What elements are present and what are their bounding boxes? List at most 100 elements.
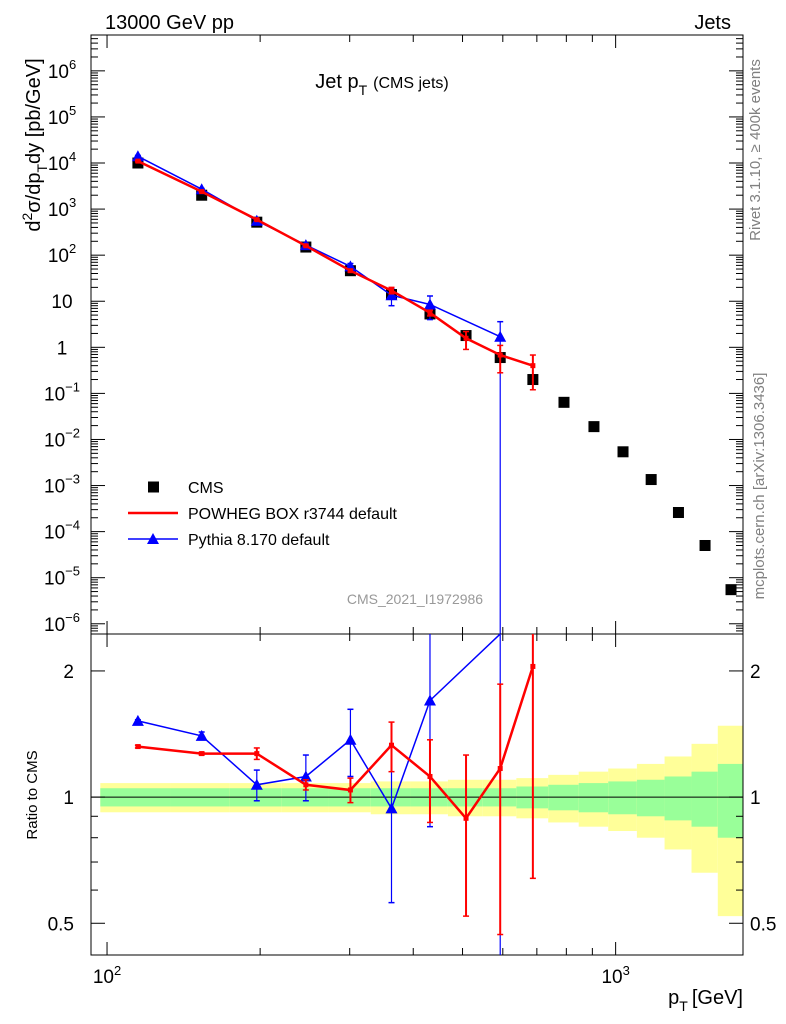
pythia-line [137,155,501,338]
cms-data-point [588,421,600,433]
ratio-tick-label-right: 0.5 [750,914,776,935]
x-axis-label: pT [GeV] [668,987,743,1014]
watermark: CMS_2021_I1972986 [347,591,483,607]
y-tick-label: 105 [48,103,76,129]
main-panel: 10610510410310210110−110−210−310−410−510… [44,34,744,636]
y-tick-label: 10−6 [44,610,80,636]
pythia-ratio-line [137,633,501,811]
x-tick-label-exp: 3 [623,963,630,978]
y-axis-label: d2σ/dpTdy [pb/GeV] [19,58,50,231]
powheg-point [254,217,260,223]
cms-data-point [617,446,629,458]
y-tick-label-exp: −3 [65,472,80,487]
y-tick-label-base: 10 [44,384,65,405]
ratio-tick-label-right: 2 [750,662,761,683]
legend-marker-pythia-triangle [147,533,159,544]
y-tick-label-exp: 2 [69,241,76,256]
y-tick-label-exp: 5 [69,103,76,118]
y-tick-label: 10−4 [44,518,80,544]
legend-label-cms: CMS [188,480,224,497]
x-tick-label-base: 10 [601,967,622,988]
ratio-tick-label-right: 1 [750,788,761,809]
y-tick-label-exp: 6 [69,57,76,72]
pythia-ratio-point [344,733,357,745]
y-tick-label-base: 1 [57,338,68,359]
y-axis-label-sub: T [34,164,50,173]
uncertainty-band-inner [578,783,609,813]
powheg-point [135,158,141,164]
y-tick-label: 10−1 [44,379,80,405]
powheg-point [530,363,536,369]
cms-data-point [645,474,657,486]
y-tick-label-base: 10 [44,523,65,544]
y-tick-label: 102 [48,241,76,267]
y-tick-label-base: 10 [48,246,69,267]
pythia-point [423,298,436,310]
powheg-ratio-point [254,751,260,757]
pythia-ratio-point [131,714,144,726]
legend-label-powheg: POWHEG BOX r3744 default [188,506,398,523]
powheg-ratio-point [427,773,433,779]
powheg-point [303,243,309,249]
cms-data-point [725,584,737,596]
powheg-ratio-point [463,815,469,821]
chart-title-sub: T [359,82,368,98]
powheg-ratio-point [347,787,353,793]
powheg-ratio-point [530,663,536,669]
y-tick-label-exp: −1 [65,379,80,394]
powheg-point [463,335,469,341]
powheg-point [497,352,503,358]
header-right: Jets [694,12,731,34]
x-tick-label-base: 10 [93,967,114,988]
y-tick-label-base: 10 [48,154,69,175]
y-tick-label: 10−3 [44,472,80,498]
y-tick-label: 1 [57,338,68,359]
powheg-line [137,159,534,367]
y-tick-label-base: 10 [48,108,69,129]
powheg-ratio-point [303,782,309,788]
uncertainty-band-inner [691,771,718,827]
y-tick-label-exp: −2 [65,425,80,440]
y-axis-label-p1: d [23,221,45,232]
cms-data-point [558,396,570,408]
y-tick-label-exp: −6 [65,610,80,625]
x-axis-label-sub: T [679,998,688,1014]
y-tick-label-base: 10 [44,569,65,590]
legend-marker-cms [148,481,159,493]
y-tick-label: 103 [48,195,76,221]
y-tick-label: 10−5 [44,564,80,590]
ratio-tick-label-left: 0.5 [48,914,74,935]
x-tick-label-exp: 2 [114,963,121,978]
cms-data-point [672,507,684,519]
y-tick-label-base: 10 [48,200,69,221]
pythia-point [385,289,398,301]
x-tick-label: 103 [601,963,629,988]
ratio-frame [90,633,744,956]
header-left: 13000 GeV pp [105,12,234,34]
source-label: mcplots.cern.ch [arXiv:1306.3436] [751,373,768,600]
powheg-point [199,189,205,195]
y-tick-label-exp: 3 [69,195,76,210]
cms-data-point [196,189,208,201]
powheg-ratio-point [199,751,205,757]
y-tick-label: 104 [48,149,76,175]
y-axis-label-p2: σ/dp [23,173,45,213]
y-tick-label: 10−2 [44,425,80,451]
pythia-ratio-point [423,694,436,706]
x-axis-label-unit: [GeV] [692,987,743,1009]
pythia-ratio-point [195,729,208,741]
pythia-point [131,150,144,162]
y-tick-label: 106 [48,57,76,83]
y-tick-label-exp: 4 [69,149,76,164]
pythia-point [494,330,507,342]
y-tick-label-exp: −5 [65,564,80,579]
ratio-axis-label: Ratio to CMS [24,750,41,839]
y-tick-label: 10 [51,292,72,313]
powheg-ratio-point [497,766,503,772]
y-tick-label-base: 10 [44,477,65,498]
cms-data-point [699,539,711,551]
powheg-ratio-point [135,744,141,750]
powheg-ratio-line [137,666,535,821]
chart-title-note: (CMS jets) [373,75,449,92]
powheg-point [347,268,353,274]
